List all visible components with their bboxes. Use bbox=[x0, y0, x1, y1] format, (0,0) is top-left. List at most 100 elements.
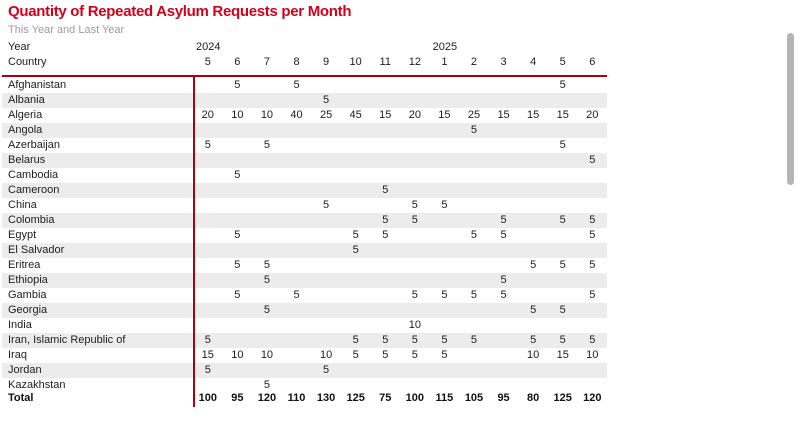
value-cell: 5 bbox=[559, 139, 566, 151]
value-cell bbox=[193, 93, 223, 108]
value-cell bbox=[311, 258, 341, 273]
value-cell bbox=[311, 318, 341, 333]
total-value-cell: 105 bbox=[464, 392, 484, 404]
value-cell bbox=[489, 318, 519, 333]
value-cell: 10 bbox=[231, 349, 244, 361]
value-cell: 15 bbox=[497, 109, 510, 121]
value-cell bbox=[400, 273, 430, 288]
value-cell bbox=[252, 363, 282, 378]
value-cell bbox=[459, 363, 489, 378]
value-cell bbox=[223, 318, 253, 333]
value-cell bbox=[282, 318, 312, 333]
value-cell: 5 bbox=[589, 229, 596, 241]
value-cell bbox=[282, 183, 312, 198]
value-cell bbox=[282, 168, 312, 183]
value-cell bbox=[489, 153, 519, 168]
value-cell bbox=[430, 363, 460, 378]
month-header-cell: 6 bbox=[589, 56, 596, 68]
value-cell bbox=[223, 138, 253, 153]
value-cell: 5 bbox=[411, 334, 418, 346]
value-cell bbox=[489, 198, 519, 213]
total-value-cell: 75 bbox=[379, 392, 392, 404]
value-cell bbox=[518, 198, 548, 213]
table-row: Eritrea 5 5 5 5 5 bbox=[2, 258, 607, 273]
value-cell bbox=[370, 198, 400, 213]
value-cell bbox=[578, 78, 607, 93]
value-cell bbox=[518, 138, 548, 153]
value-cell: 5 bbox=[263, 259, 270, 271]
value-cell bbox=[400, 168, 430, 183]
value-cell bbox=[400, 183, 430, 198]
value-cell bbox=[430, 303, 460, 318]
value-cell bbox=[193, 273, 223, 288]
table-row: Cambodia 5 bbox=[2, 168, 607, 183]
value-cell bbox=[578, 378, 607, 390]
table-body-scroll-area[interactable]: Afghanistan 5 5 5 Albania 5 Algeria 20 10 10 40 25 4… bbox=[2, 78, 607, 390]
value-cell bbox=[311, 138, 341, 153]
value-cell: 5 bbox=[470, 334, 478, 346]
value-cell bbox=[489, 183, 519, 198]
value-cell: 5 bbox=[352, 334, 359, 346]
value-cell bbox=[282, 93, 312, 108]
country-name: Kazakhstan bbox=[8, 379, 66, 390]
value-cell bbox=[282, 198, 312, 213]
year-group-2025: 2025 bbox=[432, 41, 458, 53]
value-cell: 5 bbox=[234, 169, 241, 181]
value-cell bbox=[430, 318, 460, 333]
value-cell bbox=[282, 228, 312, 243]
total-value-cell: 95 bbox=[497, 392, 510, 404]
scrollbar-thumb[interactable] bbox=[787, 33, 794, 185]
value-cell: 5 bbox=[411, 289, 418, 301]
value-cell: 5 bbox=[234, 79, 241, 91]
value-cell bbox=[459, 213, 489, 228]
value-cell bbox=[193, 183, 223, 198]
value-cell bbox=[252, 228, 282, 243]
value-cell bbox=[459, 138, 489, 153]
value-cell bbox=[282, 303, 312, 318]
value-cell bbox=[370, 78, 400, 93]
value-cell bbox=[430, 93, 460, 108]
month-header-cell: 4 bbox=[530, 56, 537, 68]
value-cell bbox=[193, 318, 223, 333]
value-cell: 15 bbox=[438, 109, 451, 121]
value-cell bbox=[489, 243, 519, 258]
month-header-cell: 11 bbox=[379, 56, 391, 68]
value-cell: 40 bbox=[290, 109, 303, 121]
value-cell bbox=[282, 123, 312, 138]
value-cell bbox=[430, 378, 460, 390]
value-cell bbox=[430, 258, 460, 273]
total-value-cell: 100 bbox=[198, 392, 217, 404]
value-cell: 5 bbox=[589, 259, 596, 271]
value-cell bbox=[252, 78, 282, 93]
value-cell: 5 bbox=[500, 274, 507, 286]
value-cell bbox=[578, 198, 607, 213]
value-cell bbox=[430, 213, 460, 228]
month-header-cell: 5 bbox=[204, 56, 211, 68]
value-cell bbox=[311, 153, 341, 168]
value-cell bbox=[578, 273, 607, 288]
value-cell bbox=[282, 273, 312, 288]
value-cell: 10 bbox=[586, 349, 599, 361]
value-cell bbox=[578, 123, 607, 138]
value-cell bbox=[430, 228, 460, 243]
value-cell: 5 bbox=[589, 154, 596, 166]
value-cell bbox=[518, 318, 548, 333]
value-cell bbox=[282, 378, 312, 390]
value-cell: 5 bbox=[293, 289, 300, 301]
value-cell bbox=[548, 378, 578, 390]
value-cell: 5 bbox=[441, 334, 448, 346]
value-cell: 5 bbox=[411, 349, 418, 361]
value-cell: 5 bbox=[263, 379, 270, 390]
total-row: Total 100 95 120 110 130 125 75 100 115 105 95 80 125… bbox=[2, 390, 607, 407]
value-cell bbox=[341, 138, 371, 153]
value-cell bbox=[252, 153, 282, 168]
value-cell bbox=[282, 243, 312, 258]
total-value-cell: 125 bbox=[553, 392, 572, 404]
value-cell: 5 bbox=[352, 349, 359, 361]
value-cell: 5 bbox=[263, 304, 270, 316]
value-cell: 20 bbox=[201, 109, 214, 121]
value-cell bbox=[400, 258, 430, 273]
value-cell: 15 bbox=[201, 349, 214, 361]
value-cell bbox=[489, 78, 519, 93]
value-cell bbox=[548, 168, 578, 183]
